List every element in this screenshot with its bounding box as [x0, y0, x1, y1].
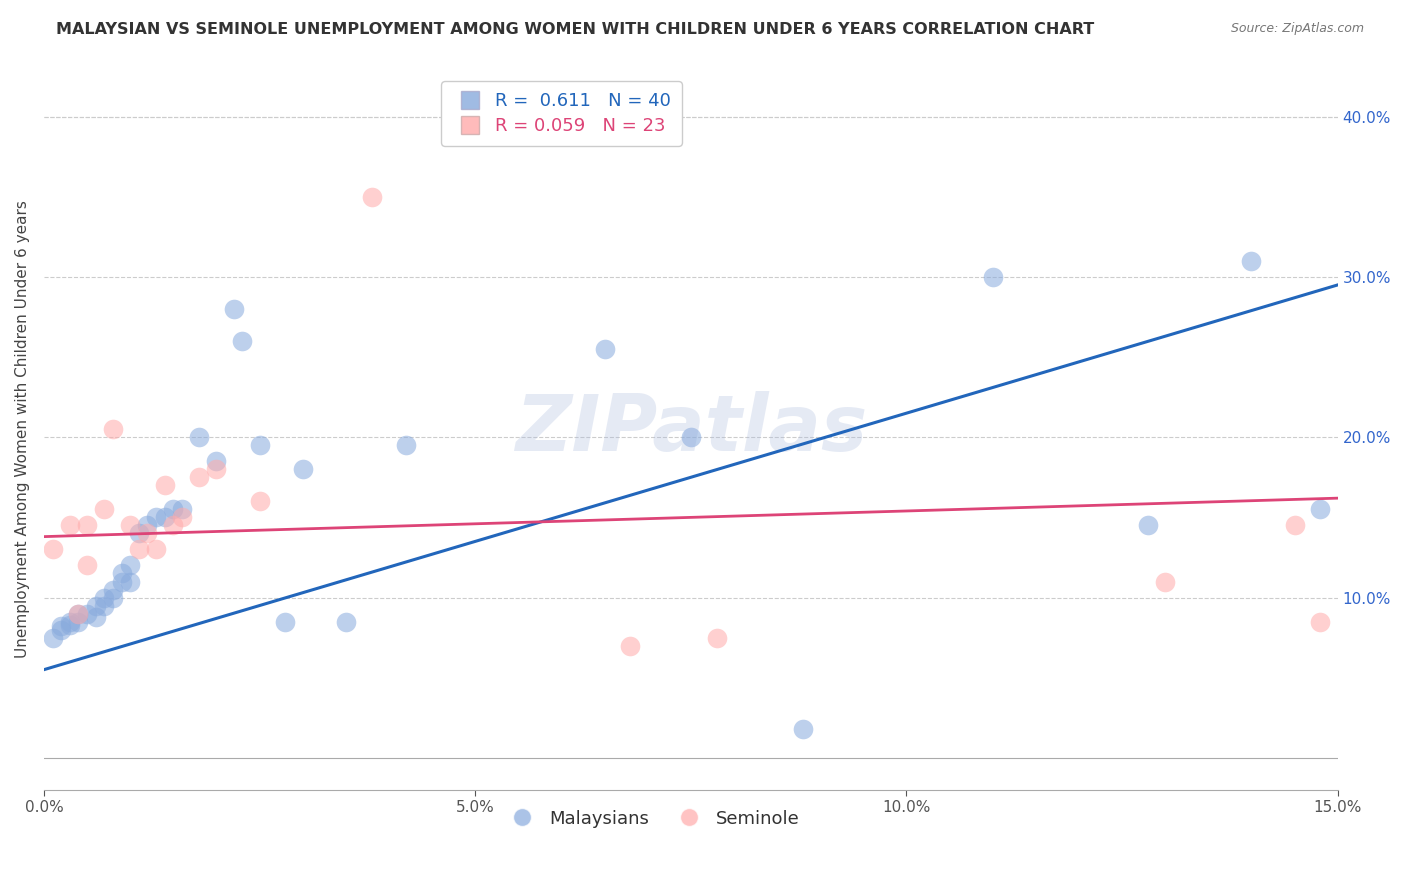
Malaysians	[274, 615, 297, 629]
Malaysians	[593, 342, 616, 356]
Seminole	[67, 607, 90, 621]
Malaysians	[49, 619, 72, 633]
Malaysians	[93, 599, 115, 613]
Malaysians	[76, 607, 98, 621]
Seminole	[76, 518, 98, 533]
Malaysians	[249, 438, 271, 452]
Malaysians	[205, 454, 228, 468]
Malaysians	[162, 502, 184, 516]
Seminole	[1284, 518, 1306, 533]
Malaysians	[1136, 518, 1159, 533]
Malaysians	[981, 269, 1004, 284]
Seminole	[249, 494, 271, 508]
Malaysians	[59, 617, 82, 632]
Malaysians	[222, 301, 245, 316]
Malaysians	[1309, 502, 1331, 516]
Seminole	[706, 631, 728, 645]
Malaysians	[136, 518, 159, 533]
Text: MALAYSIAN VS SEMINOLE UNEMPLOYMENT AMONG WOMEN WITH CHILDREN UNDER 6 YEARS CORRE: MALAYSIAN VS SEMINOLE UNEMPLOYMENT AMONG…	[56, 22, 1094, 37]
Seminole	[1154, 574, 1177, 589]
Malaysians	[231, 334, 253, 348]
Malaysians	[67, 607, 90, 621]
Seminole	[93, 502, 115, 516]
Malaysians	[41, 631, 63, 645]
Malaysians	[145, 510, 167, 524]
Malaysians	[128, 526, 150, 541]
Seminole	[619, 639, 641, 653]
Malaysians	[335, 615, 357, 629]
Seminole	[153, 478, 176, 492]
Seminole	[101, 422, 124, 436]
Malaysians	[110, 574, 132, 589]
Malaysians	[110, 566, 132, 581]
Malaysians	[84, 609, 107, 624]
Seminole	[76, 558, 98, 573]
Legend: Malaysians, Seminole: Malaysians, Seminole	[496, 803, 807, 835]
Malaysians	[291, 462, 314, 476]
Malaysians	[84, 599, 107, 613]
Malaysians	[188, 430, 211, 444]
Malaysians	[93, 591, 115, 605]
Malaysians	[1240, 253, 1263, 268]
Malaysians	[120, 558, 142, 573]
Seminole	[59, 518, 82, 533]
Malaysians	[101, 582, 124, 597]
Seminole	[128, 542, 150, 557]
Malaysians	[170, 502, 193, 516]
Seminole	[360, 190, 382, 204]
Malaysians	[792, 722, 814, 736]
Seminole	[136, 526, 159, 541]
Seminole	[120, 518, 142, 533]
Malaysians	[395, 438, 418, 452]
Malaysians	[679, 430, 702, 444]
Seminole	[170, 510, 193, 524]
Malaysians	[49, 623, 72, 637]
Malaysians	[67, 615, 90, 629]
Seminole	[41, 542, 63, 557]
Malaysians	[153, 510, 176, 524]
Seminole	[145, 542, 167, 557]
Seminole	[162, 518, 184, 533]
Seminole	[1309, 615, 1331, 629]
Seminole	[188, 470, 211, 484]
Malaysians	[59, 615, 82, 629]
Y-axis label: Unemployment Among Women with Children Under 6 years: Unemployment Among Women with Children U…	[15, 201, 30, 658]
Malaysians	[101, 591, 124, 605]
Malaysians	[120, 574, 142, 589]
Seminole	[205, 462, 228, 476]
Text: Source: ZipAtlas.com: Source: ZipAtlas.com	[1230, 22, 1364, 36]
Text: ZIPatlas: ZIPatlas	[515, 392, 868, 467]
